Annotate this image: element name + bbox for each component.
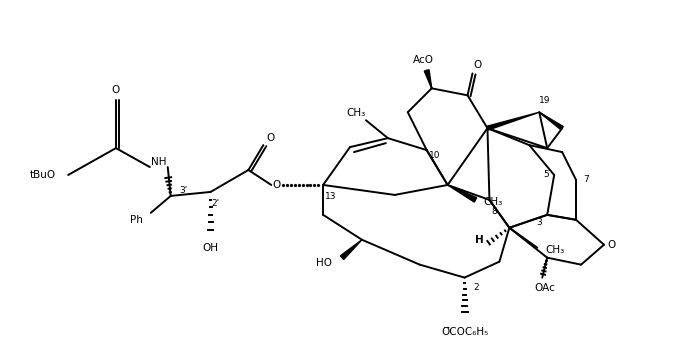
- Text: O: O: [473, 60, 482, 70]
- Text: CH₃: CH₃: [545, 245, 565, 255]
- Text: O̅COC₆H₅: O̅COC₆H₅: [441, 327, 488, 337]
- Text: 5: 5: [543, 171, 549, 179]
- Text: 2': 2': [212, 199, 219, 208]
- Text: H: H: [475, 235, 484, 245]
- Text: OH: OH: [203, 243, 219, 253]
- Text: 8: 8: [491, 207, 497, 216]
- Text: 7: 7: [583, 176, 589, 185]
- Polygon shape: [447, 185, 477, 202]
- Polygon shape: [424, 70, 432, 88]
- Text: NH: NH: [151, 157, 166, 167]
- Text: O: O: [272, 180, 280, 190]
- Text: tBuO: tBuO: [30, 170, 57, 180]
- Text: HO: HO: [316, 258, 332, 268]
- Text: CH₃: CH₃: [484, 197, 503, 207]
- Text: 3: 3: [536, 218, 542, 227]
- Text: O: O: [112, 86, 120, 95]
- Text: O: O: [266, 133, 275, 143]
- Text: AcO: AcO: [413, 55, 434, 66]
- Polygon shape: [539, 112, 563, 130]
- Text: 3': 3': [180, 186, 188, 195]
- Text: O: O: [608, 240, 616, 250]
- Text: OAc: OAc: [535, 283, 556, 292]
- Text: Ph: Ph: [131, 215, 143, 225]
- Text: CH₃: CH₃: [346, 108, 366, 118]
- Text: 2: 2: [474, 283, 480, 292]
- Polygon shape: [487, 112, 539, 130]
- Text: 13: 13: [325, 192, 337, 201]
- Polygon shape: [340, 240, 362, 260]
- Text: 19: 19: [538, 96, 550, 105]
- Text: 10: 10: [429, 150, 440, 159]
